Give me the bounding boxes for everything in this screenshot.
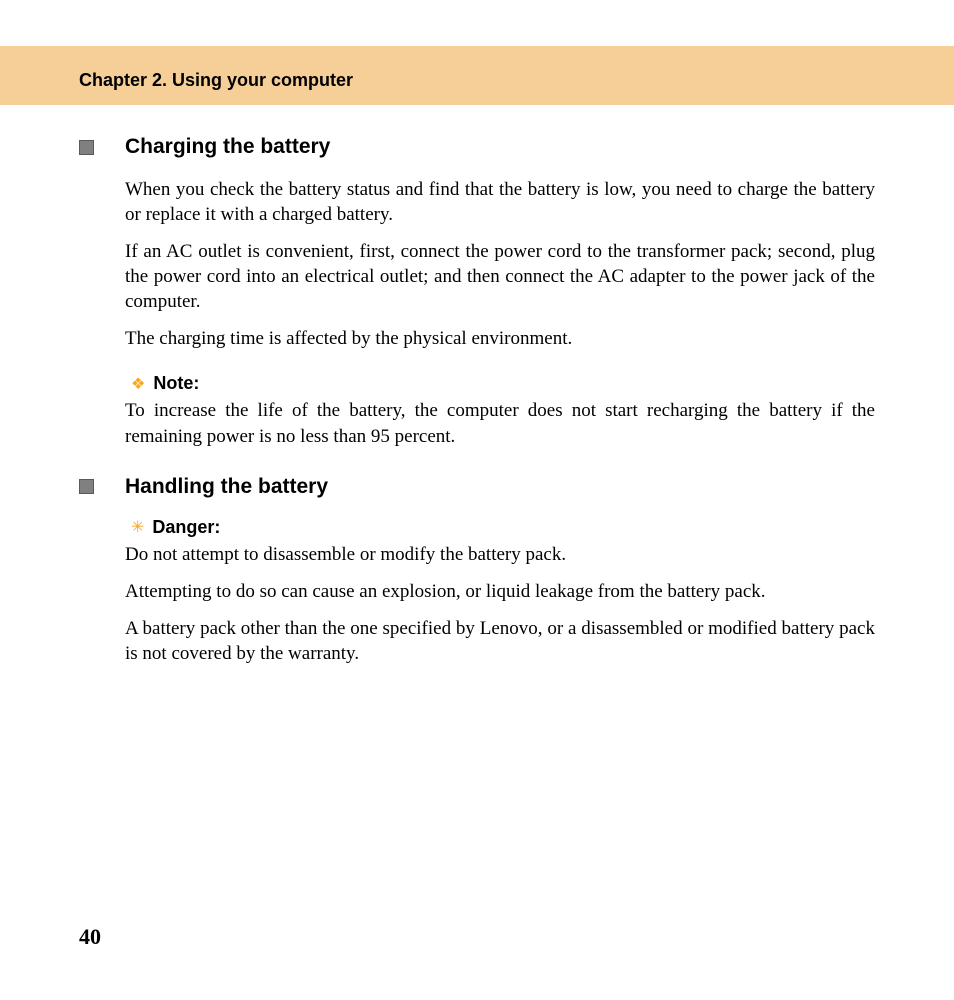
danger-block: ✳ Danger: Do not attempt to disassemble … xyxy=(125,517,875,666)
danger-icon: ✳ xyxy=(131,517,144,537)
note-header: ❖ Note: xyxy=(125,373,875,394)
danger-text: A battery pack other than the one specif… xyxy=(125,616,875,666)
danger-text: Attempting to do so can cause an explosi… xyxy=(125,579,875,604)
chapter-header: Chapter 2. Using your computer xyxy=(0,46,954,105)
page-number: 40 xyxy=(79,924,101,950)
bullet-square-icon xyxy=(79,140,94,155)
danger-header: ✳ Danger: xyxy=(125,517,875,538)
note-block: ❖ Note: To increase the life of the batt… xyxy=(125,373,875,448)
note-text: To increase the life of the battery, the… xyxy=(125,398,875,448)
chapter-title: Chapter 2. Using your computer xyxy=(79,70,954,91)
bullet-square-icon xyxy=(79,479,94,494)
note-icon: ❖ xyxy=(131,374,145,394)
note-label: Note: xyxy=(153,373,199,394)
page-content: Charging the battery When you check the … xyxy=(0,105,954,666)
section-title-charging: Charging the battery xyxy=(125,135,330,159)
danger-label: Danger: xyxy=(152,517,220,538)
section-title-handling: Handling the battery xyxy=(125,475,328,499)
body-paragraph: If an AC outlet is convenient, first, co… xyxy=(125,239,875,314)
body-paragraph: The charging time is affected by the phy… xyxy=(125,326,875,351)
body-paragraph: When you check the battery status and fi… xyxy=(125,177,875,227)
section-header-charging: Charging the battery xyxy=(79,135,875,159)
section-header-handling: Handling the battery xyxy=(79,475,875,499)
danger-text: Do not attempt to disassemble or modify … xyxy=(125,542,875,567)
